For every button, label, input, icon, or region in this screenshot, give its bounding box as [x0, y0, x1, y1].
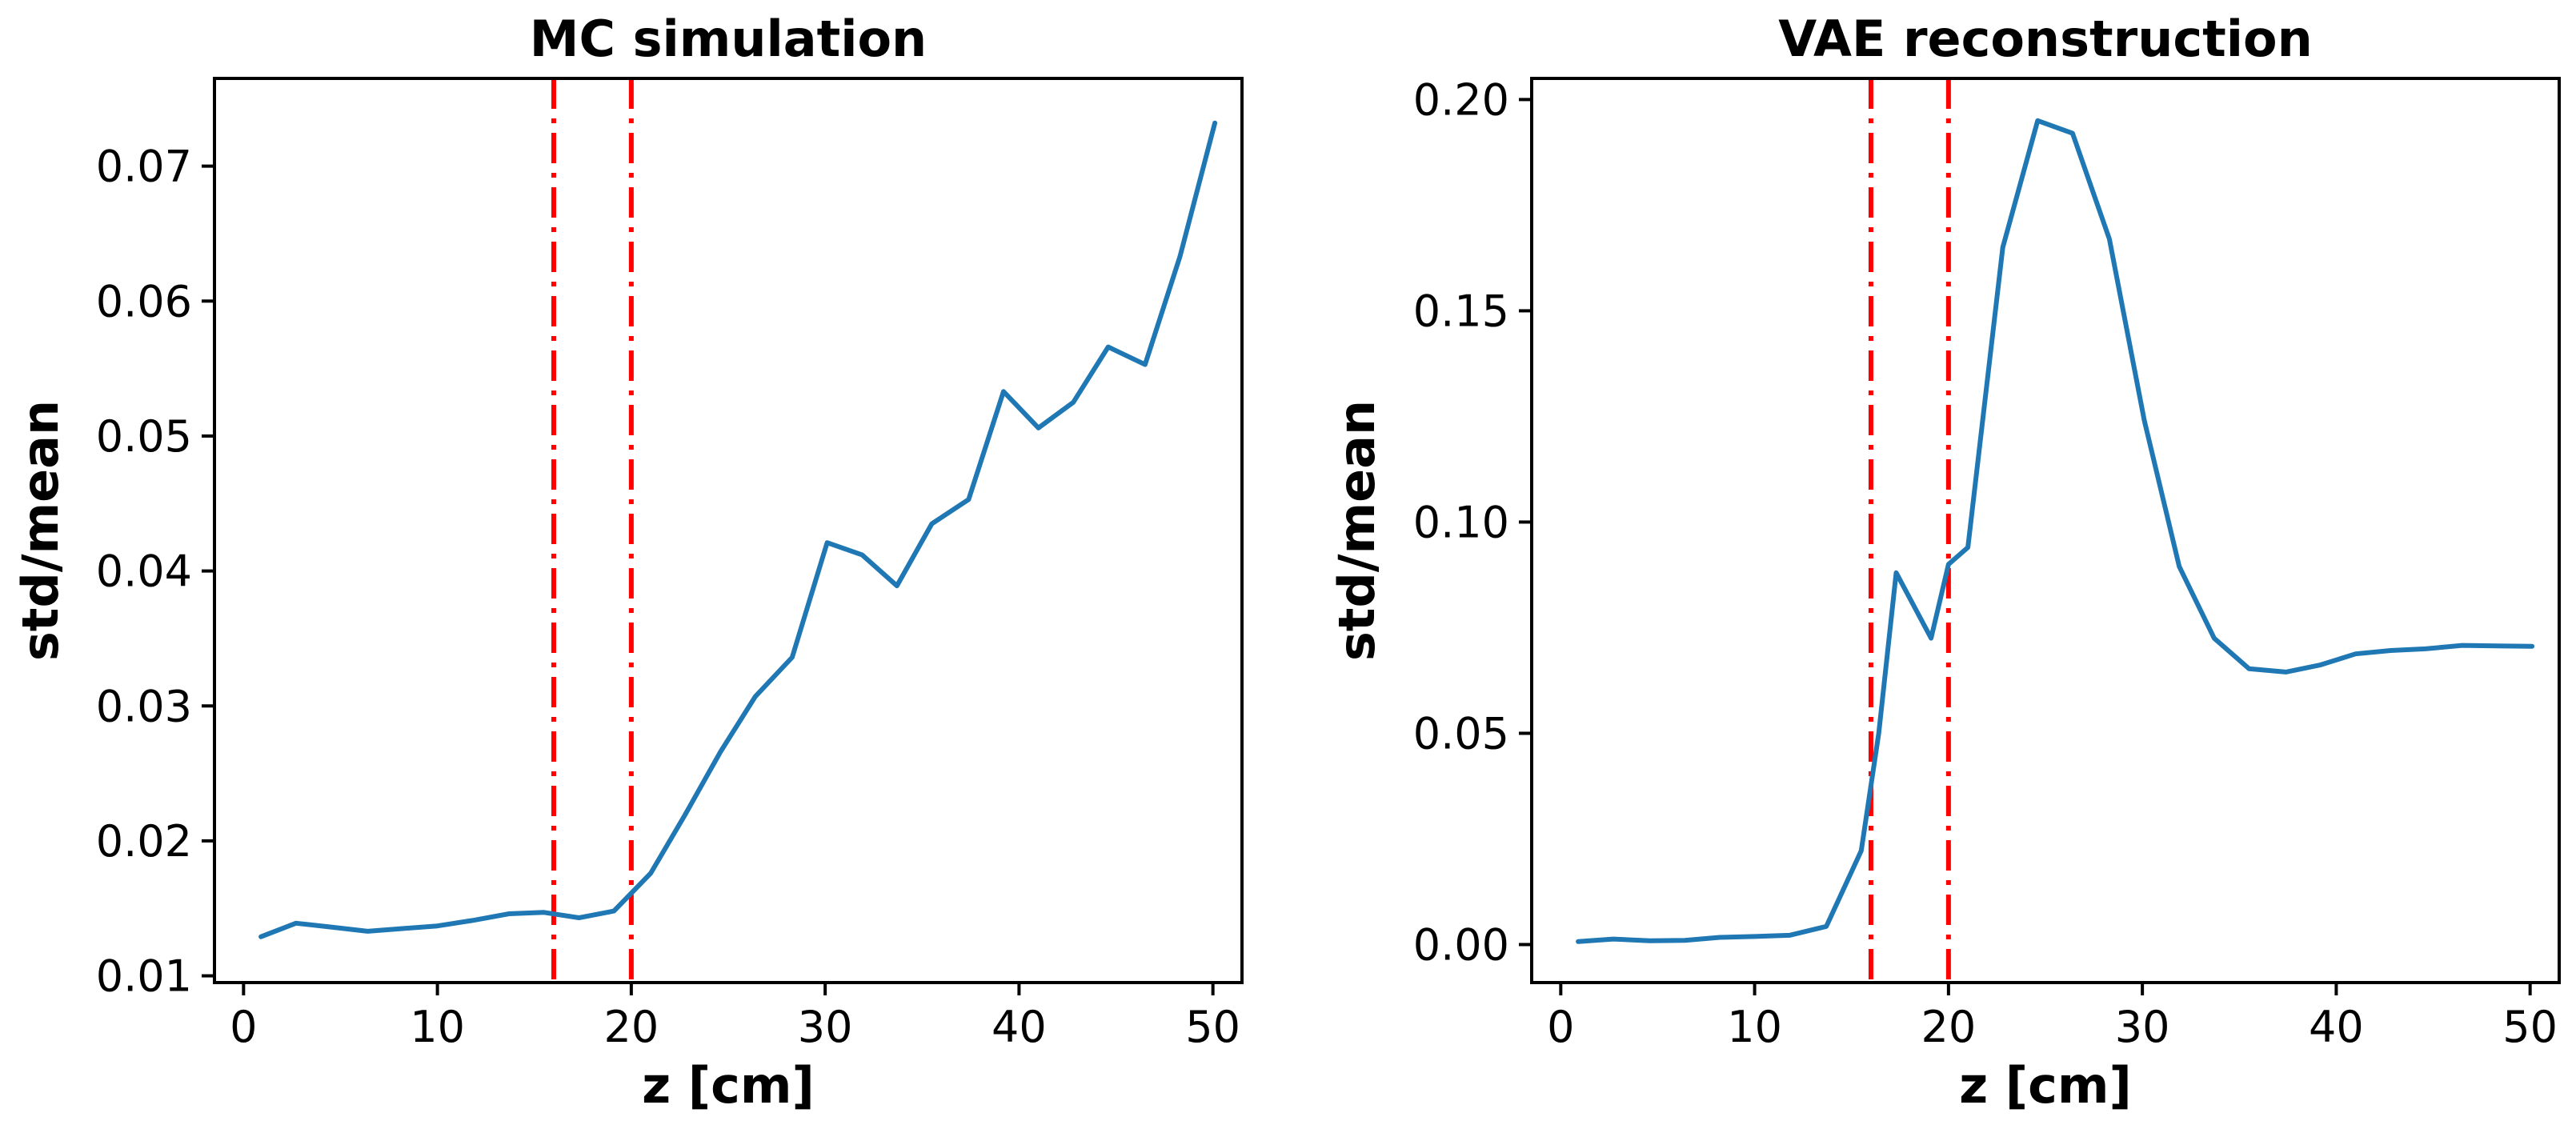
data-lines: [1576, 118, 2535, 944]
y-tick-label: 0.07: [96, 142, 192, 192]
y-tick-label: 0.05: [1413, 708, 1509, 759]
chart-title: MC simulation: [530, 10, 927, 68]
x-tick-label: 30: [798, 1002, 853, 1052]
x-axis-label: z [cm]: [1959, 1056, 2132, 1115]
x-tick-label: 20: [1921, 1002, 1977, 1052]
y-axis-label: std/mean: [11, 400, 70, 661]
y-tick-label: 0.00: [1413, 919, 1509, 970]
y-tick-label: 0.10: [1413, 497, 1509, 547]
x-tick-label: 50: [2502, 1002, 2558, 1052]
chart-title: VAE reconstruction: [1778, 10, 2312, 68]
x-tick-label: 10: [1727, 1002, 1782, 1052]
mc-simulation-panel: MC simulation z [cm] std/mean 0 10 20 30 40 5…: [11, 10, 1244, 1115]
y-tick-label: 0.05: [96, 411, 192, 462]
x-tick-label: 10: [410, 1002, 465, 1052]
series-line: [258, 120, 1218, 939]
data-lines: [258, 120, 1218, 939]
x-tick-label: 50: [1185, 1002, 1240, 1052]
y-tick-label: 0.03: [96, 681, 192, 731]
axis-ticks: 0 10 20 30 40 50 0.00 0.05 0.10 0.15 0.20: [1413, 74, 2558, 1052]
reference-lines: [551, 78, 634, 983]
vae-reconstruction-panel: VAE reconstruction z [cm] std/mean 0 10 20…: [1328, 10, 2561, 1115]
y-tick-label: 0.01: [96, 951, 192, 1002]
y-axis-label: std/mean: [1328, 400, 1386, 661]
x-axis-label: z [cm]: [642, 1056, 815, 1115]
x-tick-label: 20: [604, 1002, 659, 1052]
x-tick-label: 0: [1547, 1002, 1574, 1052]
y-tick-label: 0.06: [96, 276, 192, 326]
y-tick-label: 0.02: [96, 816, 192, 867]
x-tick-label: 30: [2115, 1002, 2170, 1052]
plot-frame: [1530, 77, 2561, 984]
series-line: [1576, 118, 2535, 944]
reference-lines: [1868, 78, 1951, 983]
y-tick-label: 0.20: [1413, 74, 1509, 125]
x-tick-label: 0: [230, 1002, 257, 1052]
y-tick-label: 0.04: [96, 546, 192, 597]
y-tick-label: 0.15: [1413, 286, 1509, 336]
plot-frame: [213, 77, 1244, 984]
x-tick-label: 40: [992, 1002, 1047, 1052]
x-tick-label: 40: [2309, 1002, 2364, 1052]
axis-ticks: 0 10 20 30 40 50 0.01 0.02 0.03 0.04 0.05 0.06 0.07: [96, 142, 1240, 1052]
